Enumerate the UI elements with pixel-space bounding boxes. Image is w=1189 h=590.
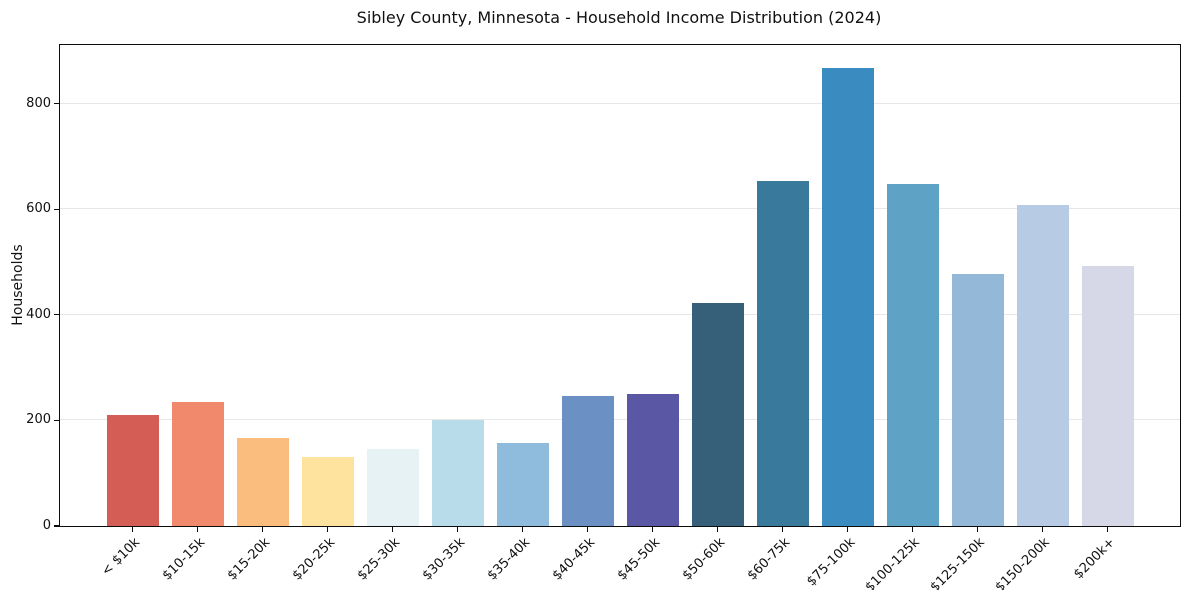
- x-tick-mark: [391, 527, 394, 532]
- bar-60-75k: [756, 180, 809, 526]
- x-tick-mark: [716, 527, 719, 532]
- y-tick-mark: [54, 102, 59, 105]
- plot-area: 0 200 400 600 800 < $10k $10-15k $15-20k $20-25k…: [26, 44, 1181, 590]
- x-tick-mark: [521, 527, 524, 532]
- x-tick-mark: [1041, 527, 1044, 532]
- bar-35-40k: [496, 442, 549, 526]
- x-tick-label: < $10k: [99, 535, 144, 580]
- x-tick-label: $125-150k: [927, 535, 989, 590]
- x-tick-label: $10-15k: [159, 535, 209, 584]
- bar-10k: [106, 414, 159, 526]
- grid-line: [60, 313, 1180, 315]
- x-tick-label: $45-50k: [614, 535, 664, 584]
- x-tick-mark: [261, 527, 264, 532]
- grid-line: [60, 208, 1180, 210]
- y-tick-label: 800: [26, 95, 51, 111]
- x-tick-mark: [326, 527, 329, 532]
- bar-200k: [1081, 266, 1134, 526]
- bar-75-100k: [821, 67, 874, 526]
- y-tick-mark: [54, 208, 59, 210]
- bar-10-15k: [171, 401, 224, 526]
- x-tick-label: $25-30k: [354, 535, 404, 584]
- y-tick-mark: [54, 525, 59, 527]
- bar-150-200k: [1016, 204, 1069, 526]
- x-tick-label: $60-75k: [744, 535, 794, 584]
- y-tick-label: 400: [26, 306, 51, 322]
- x-tick-mark: [651, 527, 654, 532]
- x-tick-label: $50-60k: [679, 535, 729, 584]
- x-tick-label: $100-125k: [862, 535, 924, 590]
- bar-45-50k: [626, 394, 679, 526]
- bar-100-125k: [886, 183, 939, 526]
- x-tick-label: $200k+: [1071, 535, 1119, 583]
- x-tick-label: $40-45k: [549, 535, 599, 584]
- bar-125-150k: [951, 273, 1004, 526]
- x-tick-label: $15-20k: [224, 535, 274, 584]
- x-tick-mark: [196, 527, 199, 532]
- x-tick-label: $75-100k: [803, 535, 859, 590]
- x-tick-mark: [456, 527, 459, 532]
- x-tick-mark: [846, 527, 849, 532]
- x-tick-mark: [911, 527, 914, 532]
- y-tick-label: 600: [26, 201, 51, 217]
- x-tick-label: $30-35k: [419, 535, 469, 584]
- grid-line: [60, 102, 1180, 104]
- x-tick-mark: [976, 527, 979, 532]
- bar-30-35k: [431, 419, 484, 526]
- bar-40-45k: [561, 396, 614, 526]
- y-tick-label: 0: [42, 518, 51, 533]
- y-tick-mark: [54, 419, 59, 422]
- bar-25-30k: [366, 448, 419, 526]
- grid-line: [60, 419, 1180, 421]
- chart-title: Sibley County, Minnesota - Household Inc…: [356, 8, 882, 27]
- bar-15-20k: [236, 438, 289, 526]
- x-tick-mark: [1106, 527, 1109, 532]
- y-tick-label: 200: [26, 412, 51, 428]
- x-tick-label: $35-40k: [484, 535, 534, 584]
- bar-20-25k: [301, 456, 354, 526]
- x-tick-label: $150-200k: [992, 535, 1054, 590]
- bar-50-60k: [691, 302, 744, 526]
- x-tick-label: $20-25k: [289, 535, 339, 584]
- y-tick-mark: [54, 314, 59, 316]
- x-tick-mark: [781, 527, 784, 532]
- y-axis-label: Households: [10, 244, 26, 326]
- x-tick-mark: [131, 527, 134, 532]
- x-tick-mark: [586, 527, 589, 532]
